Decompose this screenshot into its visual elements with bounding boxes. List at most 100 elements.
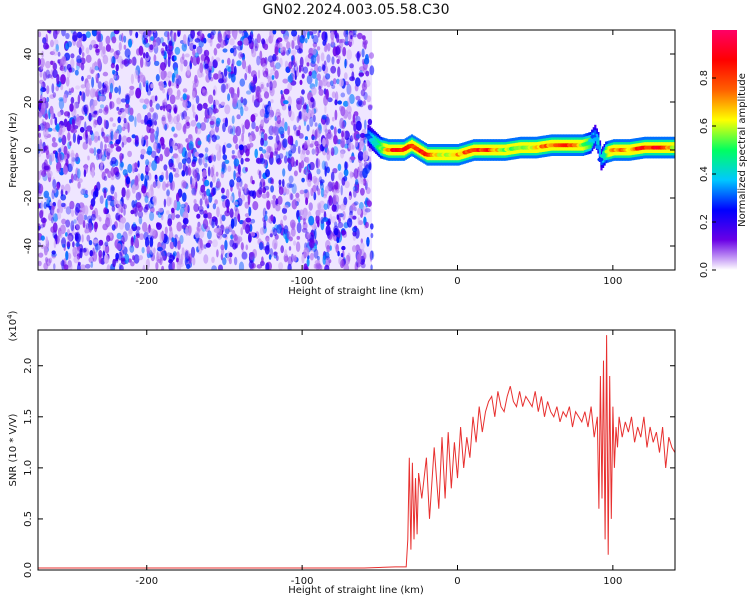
noise-blob — [42, 37, 47, 44]
noise-blob — [190, 30, 195, 39]
noise-blob — [363, 161, 369, 170]
noise-blob — [118, 219, 125, 230]
noise-blob — [284, 257, 288, 262]
noise-blob — [161, 143, 166, 150]
noise-blob — [229, 179, 235, 188]
x-tick-label: 0 — [454, 576, 460, 587]
noise-blob — [48, 30, 52, 35]
noise-blob — [349, 30, 355, 38]
noise-blob — [81, 75, 84, 82]
noise-blob — [169, 94, 176, 105]
noise-blob — [188, 141, 194, 150]
noise-blob — [173, 107, 177, 113]
noise-blob — [110, 157, 117, 165]
noise-blob — [119, 160, 124, 171]
noise-blob — [70, 149, 75, 160]
noise-blob — [56, 168, 61, 173]
noise-blob — [244, 106, 249, 112]
noise-blob — [288, 47, 291, 55]
noise-blob — [160, 62, 166, 71]
noise-blob — [176, 143, 181, 149]
noise-blob — [302, 217, 306, 225]
noise-blob — [39, 70, 43, 78]
noise-blob — [75, 202, 81, 213]
noise-blob — [173, 173, 180, 178]
noise-blob — [240, 106, 244, 117]
noise-blob — [50, 110, 55, 120]
noise-blob — [340, 106, 346, 117]
noise-blob — [135, 233, 140, 239]
noise-blob — [171, 237, 175, 243]
noise-blob — [176, 192, 180, 202]
noise-blob — [49, 152, 55, 162]
x-tick-label: -100 — [291, 276, 314, 287]
noise-blob — [111, 56, 116, 65]
noise-blob — [342, 47, 346, 57]
noise-blob — [91, 167, 95, 178]
noise-blob — [282, 179, 285, 188]
noise-blob — [114, 191, 118, 200]
noise-blob — [164, 226, 168, 235]
noise-blob — [233, 32, 237, 40]
noise-blob — [227, 125, 233, 134]
noise-blob — [141, 135, 144, 146]
noise-blob — [66, 151, 70, 160]
colorbar-tick-label: 0.2 — [699, 214, 710, 230]
noise-blob — [50, 118, 53, 126]
noise-blob — [78, 63, 83, 68]
noise-blob — [212, 108, 219, 114]
noise-blob — [246, 90, 252, 95]
noise-blob — [129, 85, 135, 90]
noise-blob — [211, 256, 215, 263]
noise-blob — [187, 167, 192, 176]
noise-blob — [182, 88, 188, 93]
noise-blob — [307, 179, 312, 187]
noise-blob — [224, 226, 230, 235]
noise-blob — [61, 259, 65, 270]
noise-blob — [133, 254, 140, 264]
noise-blob — [215, 57, 221, 62]
noise-blob — [214, 217, 218, 227]
noise-blob — [316, 73, 321, 81]
noise-blob — [161, 265, 165, 270]
noise-blob — [43, 165, 50, 171]
noise-blob — [84, 121, 87, 132]
noise-blob — [357, 217, 360, 226]
trace-core — [588, 138, 595, 143]
noise-blob — [165, 190, 170, 198]
noise-blob — [125, 176, 131, 185]
noise-blob — [208, 60, 213, 69]
noise-blob — [161, 116, 166, 122]
noise-blob — [138, 45, 144, 56]
noise-blob — [240, 157, 244, 165]
noise-blob — [305, 165, 310, 176]
noise-blob — [155, 74, 160, 82]
noise-blob — [250, 70, 257, 78]
noise-blob — [110, 166, 115, 177]
noise-blob — [353, 201, 359, 206]
noise-blob — [169, 146, 173, 154]
noise-blob — [95, 48, 100, 56]
noise-blob — [179, 234, 184, 245]
noise-blob — [175, 73, 179, 79]
noise-blob — [306, 258, 310, 267]
noise-blob — [236, 45, 243, 51]
noise-blob — [232, 45, 237, 50]
spectrogram-noise-region — [38, 30, 375, 270]
noise-blob — [289, 219, 296, 229]
noise-blob — [275, 154, 281, 164]
noise-blob — [230, 218, 235, 229]
noise-blob — [204, 63, 209, 69]
noise-blob — [330, 125, 334, 130]
noise-blob — [40, 107, 45, 115]
noise-blob — [97, 149, 103, 160]
noise-blob — [129, 30, 133, 36]
noise-blob — [238, 261, 245, 270]
noise-blob — [165, 183, 169, 188]
noise-blob — [129, 107, 134, 116]
noise-blob — [113, 166, 119, 176]
noise-blob — [241, 251, 247, 260]
noise-blob — [95, 73, 99, 82]
noise-blob — [111, 36, 117, 44]
